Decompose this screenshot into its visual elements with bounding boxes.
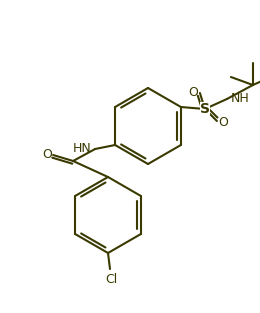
Text: Cl: Cl: [105, 273, 117, 286]
Text: O: O: [188, 85, 198, 99]
Text: NH: NH: [231, 91, 250, 105]
Text: HN: HN: [72, 142, 91, 156]
Text: O: O: [42, 147, 52, 161]
Text: S: S: [200, 102, 210, 116]
Text: O: O: [218, 115, 228, 129]
